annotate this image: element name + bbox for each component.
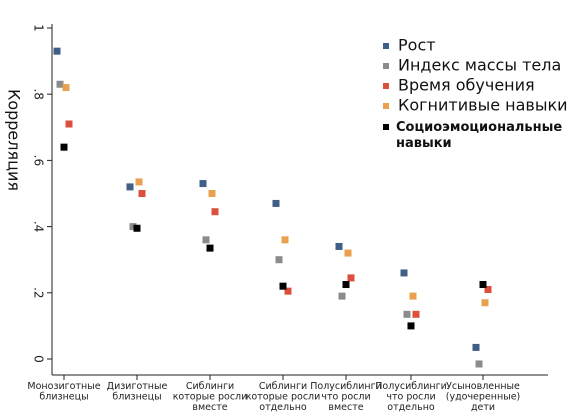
x-tick-label-line: Монозиготные	[27, 381, 100, 392]
x-tick-label: Дизиготные близнецы	[107, 381, 168, 403]
x-tick-label-line: Дизиготные	[107, 381, 168, 392]
data-point	[65, 120, 73, 128]
legend-marker	[383, 124, 389, 130]
data-point	[126, 183, 134, 191]
legend-label: Социоэмоциональные навыки	[396, 120, 562, 151]
data-point	[347, 274, 355, 282]
x-tick-label-line: Сиблинги	[259, 381, 307, 392]
data-point	[472, 343, 480, 351]
legend-label: Индекс массы тела	[398, 56, 561, 75]
x-tick-label-line: отдельно	[259, 402, 307, 413]
y-tick-label: 0	[32, 355, 46, 363]
data-point	[272, 199, 280, 207]
data-point	[403, 310, 411, 318]
data-point	[206, 244, 214, 252]
x-tick-label-line: вместе	[192, 402, 227, 413]
data-point	[211, 208, 219, 216]
x-tick-label-line: близнецы	[112, 392, 161, 403]
data-point	[335, 242, 343, 250]
data-point	[475, 360, 483, 368]
x-tick-label: Полусиблинги что росли вместе	[310, 381, 382, 413]
legend-label: Время обучения	[398, 76, 535, 95]
data-point	[133, 224, 141, 232]
x-tick-label-line: что росли	[321, 392, 370, 403]
x-tick-label: Монозиготные близнецы	[27, 381, 100, 403]
data-point	[479, 281, 487, 289]
legend-label-line: Социоэмоциональные	[396, 120, 562, 135]
x-tick-label: Сиблинги которые росли отдельно	[246, 381, 321, 413]
x-tick-label-line: Полусиблинги	[375, 381, 447, 392]
data-point	[284, 287, 292, 295]
y-tick-label: .6	[32, 155, 46, 166]
x-tick-label: Сиблинги которые росли вместе	[173, 381, 248, 413]
y-tick-label: .4	[32, 221, 46, 232]
x-tick-label: Усыновленные (удочеренные) дети	[446, 381, 521, 413]
data-point	[344, 249, 352, 257]
data-point	[481, 299, 489, 307]
x-tick-label-line: которые росли	[246, 392, 321, 403]
x-tick-label: Полусиблинги что росли отдельно	[375, 381, 447, 413]
y-tick-label: .2	[32, 287, 46, 298]
x-tick-label-line: Сиблинги	[186, 381, 234, 392]
legend-marker	[383, 43, 389, 49]
data-point	[412, 310, 420, 318]
data-point	[138, 190, 146, 197]
legend-label: Когнитивые навыки	[398, 96, 568, 115]
data-point	[53, 47, 61, 55]
data-point	[135, 178, 143, 186]
x-tick-label-line: что росли	[386, 392, 435, 403]
legend-label-line: навыки	[396, 136, 452, 151]
legend-marker	[383, 63, 389, 69]
x-tick-label-line: Усыновленные	[446, 381, 520, 392]
data-point	[407, 322, 415, 330]
y-tick-label: 1	[32, 24, 46, 32]
data-point	[342, 281, 350, 289]
x-tick-label-line: близнецы	[39, 392, 88, 403]
legend-label: Рост	[398, 36, 436, 55]
data-point	[199, 180, 207, 188]
data-point	[275, 256, 283, 264]
x-tick-label-line: отдельно	[387, 402, 435, 413]
data-point	[338, 292, 346, 300]
x-tick-label-line: Полусиблинги	[310, 381, 382, 392]
data-point	[62, 84, 70, 92]
data-point	[279, 282, 287, 290]
x-tick-label-line: (удочеренные)	[446, 392, 521, 403]
data-point	[281, 236, 289, 244]
legend-marker	[383, 103, 389, 109]
x-tick-label-line: которые росли	[173, 392, 248, 403]
data-point	[60, 143, 68, 151]
data-point	[202, 236, 210, 244]
data-point	[129, 223, 137, 231]
y-axis-title: Корреляция	[5, 89, 24, 191]
y-tick-label: .8	[32, 88, 46, 99]
x-tick-label-line: дети	[471, 402, 495, 413]
data-point	[484, 285, 492, 293]
x-tick-label-line: вместе	[328, 402, 363, 413]
y-axis: 0 .2 .4 .6 .8 1	[32, 24, 53, 375]
data-point	[409, 292, 417, 300]
data-point	[56, 80, 64, 88]
data-point	[400, 269, 408, 277]
data-point	[208, 190, 216, 197]
data-points	[53, 47, 492, 368]
legend-marker	[383, 83, 389, 89]
